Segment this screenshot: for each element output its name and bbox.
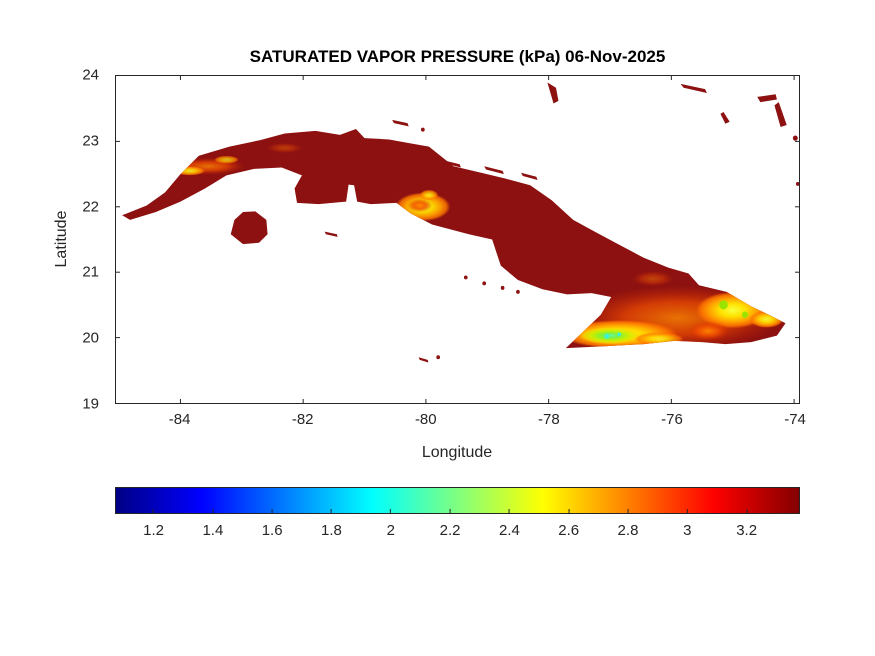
latitude-axis-label: Latitude	[53, 210, 70, 268]
y-tick-label: 20	[82, 329, 99, 347]
y-tick-label: 21	[82, 263, 99, 281]
colorbar-tick-label: 2	[386, 522, 395, 539]
colorbar-tick-label: 2.6	[558, 522, 580, 539]
colorbar-tick-label: 2.2	[439, 522, 461, 539]
colorbar-tick-label: 3	[683, 522, 692, 539]
x-tick-label: -84	[168, 411, 191, 428]
x-tick-label: -74	[784, 411, 806, 428]
longitude-axis-label: Longitude	[421, 444, 493, 461]
colorbar-tick-label: 2.8	[617, 522, 639, 539]
y-tick-label: 24	[82, 66, 99, 84]
colorbar-ticks: 1.2 1.4 1.6 1.8 2 2.2 2.4 2.6 2.8 3	[115, 509, 800, 549]
mountain-low-value-overlays	[171, 142, 784, 349]
colorbar-tick-label: 1.4	[202, 522, 224, 539]
colorbar-tick-label: 3.2	[736, 522, 758, 539]
axis-tick-marks	[116, 76, 799, 403]
y-axis-ticks: 24 23 22 21 20 19	[0, 67, 107, 413]
isla-de-la-juventud	[230, 211, 268, 245]
y-tick-label: 22	[82, 198, 99, 216]
x-tick-label: -82	[291, 411, 314, 428]
cuba-heatmap	[116, 76, 799, 403]
y-tick-label: 19	[82, 395, 99, 413]
colorbar-tick-label: 1.8	[321, 522, 342, 539]
colorbar-gradient	[115, 487, 800, 514]
y-tick-label: 23	[82, 132, 99, 150]
x-tick-label: -78	[538, 411, 560, 428]
x-axis-ticks: -84 -82 -80 -78 -76 -74	[115, 411, 806, 433]
colorbar-tick-label: 1.2	[143, 522, 164, 539]
plot-title: SATURATED VAPOR PRESSURE (kPa) 06-Nov-20…	[249, 47, 666, 66]
small-islands	[324, 82, 799, 363]
x-tick-label: -80	[414, 411, 437, 428]
colorbar-tick-label: 1.6	[261, 522, 283, 539]
plot-area	[115, 75, 800, 404]
x-tick-label: -76	[661, 411, 683, 428]
colorbar-tick-label: 2.4	[498, 522, 520, 539]
